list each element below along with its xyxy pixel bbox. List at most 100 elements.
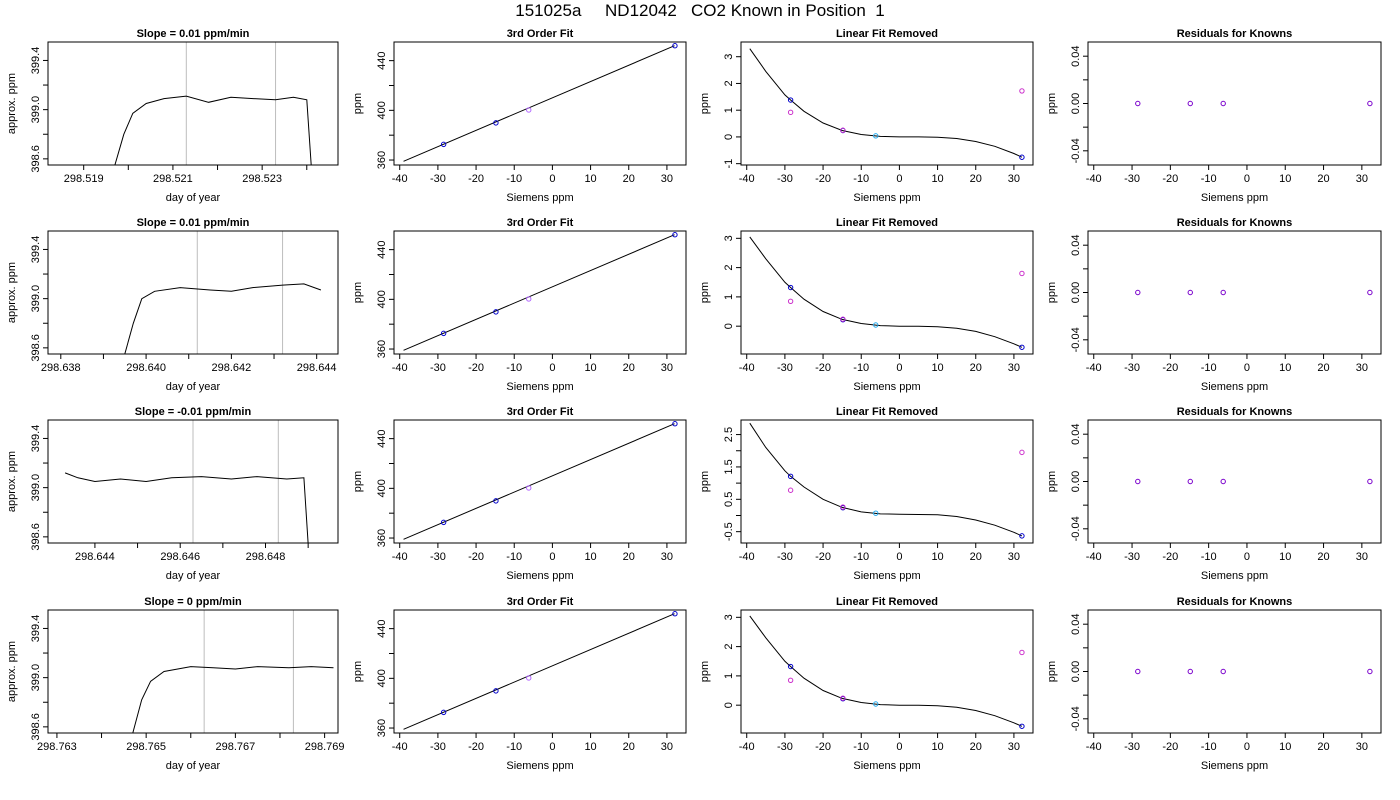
x-tick-label: 10	[584, 362, 596, 374]
x-tick-label: 30	[1008, 741, 1020, 753]
data-point	[873, 510, 879, 516]
x-tick-label: 298.642	[211, 362, 251, 374]
plot-area	[403, 611, 678, 730]
x-tick-label: 20	[623, 173, 635, 185]
data-point	[1135, 668, 1141, 675]
plot-area	[1135, 100, 1373, 107]
data-point	[1019, 649, 1025, 656]
fit-curve	[749, 422, 1023, 537]
data-point	[672, 611, 678, 617]
x-axis-label: day of year	[166, 192, 221, 204]
data-point	[1187, 478, 1193, 485]
data-point	[493, 688, 499, 694]
y-tick-label: 399.4	[30, 236, 42, 264]
x-axis-label: Siemens ppm	[853, 570, 920, 582]
x-tick-label: 20	[1317, 362, 1329, 374]
plot-frame	[47, 41, 339, 166]
x-tick-label: -30	[1124, 741, 1140, 753]
x-tick-label: 0	[549, 741, 555, 753]
data-point	[1220, 100, 1226, 107]
plot-area	[749, 422, 1025, 539]
data-point	[493, 309, 499, 315]
figure-title: 151025a ND12042 CO2 Known in Position 1	[515, 1, 885, 20]
x-tick-label: -30	[777, 551, 793, 563]
panel-title: Residuals for Knowns	[1177, 596, 1293, 608]
chart-panel-linear-removed-2: Linear Fit Removed Siemens ppm ppm -40 -30 -2…	[699, 406, 1034, 582]
panel-title: 3rd Order Fit	[507, 28, 574, 40]
x-tick-label: 298.521	[153, 173, 193, 185]
data-point	[440, 519, 447, 526]
plot-frame	[47, 609, 339, 734]
y-tick-label: 0	[723, 702, 735, 708]
data-point	[787, 284, 794, 291]
plot-frame	[1087, 419, 1382, 544]
x-tick-label: 298.646	[160, 551, 200, 563]
y-tick-label: 0.00	[1070, 471, 1082, 492]
data-point	[1187, 668, 1193, 675]
data-point	[672, 232, 678, 238]
x-axis-label: Siemens ppm	[506, 381, 573, 393]
plot-area	[403, 232, 678, 351]
x-tick-label: 20	[970, 362, 982, 374]
x-axis-label: Siemens ppm	[1201, 760, 1268, 772]
chart-panel-fit-3: 3rd Order Fit Siemens ppm ppm -40 -30 -20 -10 0…	[352, 596, 687, 772]
data-point	[526, 107, 532, 113]
x-tick-label: 10	[931, 741, 943, 753]
fit-curve	[749, 48, 1023, 158]
plot-frame	[47, 419, 339, 544]
x-tick-label: 20	[1317, 173, 1329, 185]
plot-frame	[393, 41, 687, 166]
y-tick-label: 398.6	[30, 145, 42, 173]
y-tick-label: 399.0	[30, 474, 42, 502]
y-axis-label: ppm	[1046, 661, 1058, 682]
y-tick-label: 440	[376, 619, 388, 637]
y-tick-label: -0.5	[723, 522, 735, 541]
y-axis-label: ppm	[1046, 282, 1058, 303]
x-tick-label: -30	[777, 741, 793, 753]
panel-title: Slope = 0.01 ppm/min	[137, 28, 250, 40]
plot-area	[1135, 478, 1373, 485]
x-tick-label: -20	[1162, 173, 1178, 185]
plot-frame	[1087, 609, 1382, 734]
x-tick-label: 30	[1356, 362, 1368, 374]
x-tick-label: 10	[931, 551, 943, 563]
y-tick-label: 0.04	[1070, 613, 1082, 634]
fit-line	[403, 613, 675, 730]
plot-area	[64, 420, 309, 543]
x-tick-label: -40	[392, 741, 408, 753]
x-tick-label: 30	[1008, 173, 1020, 185]
plot-frame	[47, 230, 339, 355]
chart-panel-linear-removed-1: Linear Fit Removed Siemens ppm ppm -40 -30 -2…	[699, 217, 1034, 393]
y-tick-label: 399.0	[30, 96, 42, 124]
chart-panel-timeseries-3: Slope = 0 ppm/min day of year approx. ppm 2…	[6, 596, 344, 772]
y-axis-label: approx. ppm	[6, 262, 18, 323]
plot-frame	[1087, 230, 1382, 355]
panel-title: Linear Fit Removed	[836, 596, 938, 608]
y-tick-label: 2	[723, 265, 735, 271]
x-tick-label: -30	[1124, 551, 1140, 563]
y-tick-label: 398.6	[30, 713, 42, 741]
data-point	[1367, 668, 1373, 675]
chart-panel-fit-1: 3rd Order Fit Siemens ppm ppm -40 -30 -20 -10 0…	[352, 217, 687, 393]
x-tick-label: -20	[815, 551, 831, 563]
data-point	[873, 701, 879, 707]
y-tick-label: 440	[376, 240, 388, 258]
x-tick-label: 10	[931, 362, 943, 374]
y-tick-label: 2.5	[723, 427, 735, 442]
y-tick-label: 0.04	[1070, 234, 1082, 255]
y-tick-label: 0.04	[1070, 45, 1082, 66]
x-tick-label: -10	[853, 741, 869, 753]
data-point	[1367, 289, 1373, 296]
x-tick-label: -10	[1201, 362, 1217, 374]
x-tick-label: 30	[661, 362, 673, 374]
x-tick-label: 298.765	[126, 741, 166, 753]
x-tick-label: -40	[392, 362, 408, 374]
data-point	[1367, 100, 1373, 107]
x-tick-label: -10	[506, 362, 522, 374]
y-tick-label: 0.00	[1070, 93, 1082, 114]
plot-frame	[740, 230, 1034, 355]
panel-title: 3rd Order Fit	[507, 217, 574, 229]
x-tick-label: 10	[584, 173, 596, 185]
x-tick-label: -10	[1201, 741, 1217, 753]
data-point	[493, 498, 499, 504]
